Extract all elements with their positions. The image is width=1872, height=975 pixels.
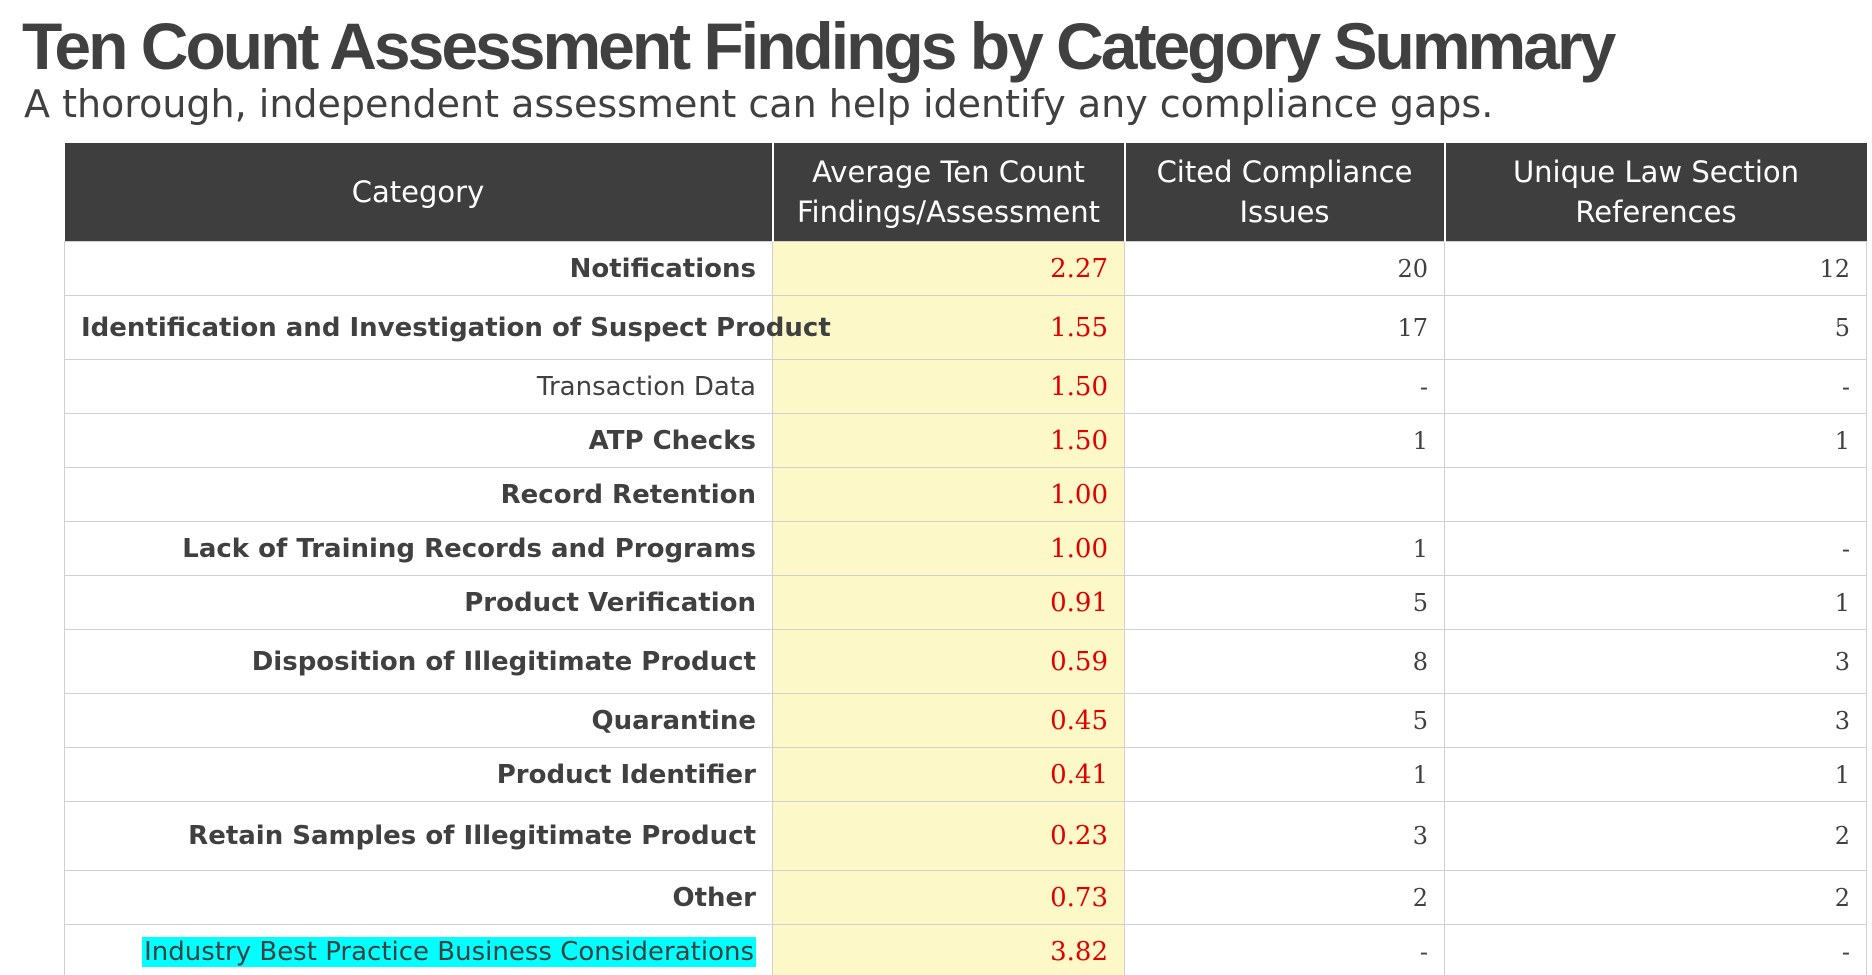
category-cell: Retain Samples of Illegitimate Product [64, 801, 773, 871]
header-category: Category [64, 143, 774, 242]
cited-cell: - [1124, 359, 1445, 414]
average-cell: 1.00 [772, 467, 1125, 522]
unique-cell: 12 [1444, 241, 1867, 296]
average-cell: 1.50 [772, 413, 1125, 468]
table-row: Record Retention 1.00 [64, 467, 1867, 522]
unique-cell [1444, 467, 1867, 522]
category-cell: Disposition of Illegitimate Product [64, 629, 773, 694]
category-cell: Record Retention [64, 467, 773, 522]
average-cell: 1.00 [772, 521, 1125, 576]
findings-table-container: Category Average Ten Count Findings/Asse… [64, 143, 1867, 975]
category-cell-highlighted: Industry Best Practice Business Consider… [64, 924, 773, 975]
cited-cell [1124, 467, 1445, 522]
average-cell: 2.27 [772, 241, 1125, 296]
category-cell: Lack of Training Records and Programs [64, 521, 773, 576]
average-cell: 3.82 [772, 924, 1125, 975]
unique-cell: 1 [1444, 575, 1867, 630]
table-row: ATP Checks 1.50 1 1 [64, 413, 1867, 468]
cited-cell: - [1124, 924, 1445, 975]
header-average-findings: Average Ten Count Findings/Assessment [772, 143, 1126, 242]
average-cell: 1.55 [772, 295, 1125, 360]
cited-cell: 1 [1124, 413, 1445, 468]
header-cited-compliance-issues: Cited Compliance Issues [1124, 143, 1446, 242]
table-row: Industry Best Practice Business Consider… [64, 924, 1867, 975]
unique-cell: 1 [1444, 413, 1867, 468]
average-cell: 0.91 [772, 575, 1125, 630]
category-cell: Product Identifier [64, 747, 773, 802]
table-row: Product Identifier 0.41 1 1 [64, 747, 1867, 802]
table-row: Disposition of Illegitimate Product 0.59… [64, 629, 1867, 694]
page-title: Ten Count Assessment Findings by Categor… [22, 9, 1616, 83]
table-header-row: Category Average Ten Count Findings/Asse… [64, 143, 1867, 242]
unique-cell: - [1444, 521, 1867, 576]
table-row: Notifications 2.27 20 12 [64, 241, 1867, 296]
unique-cell: 2 [1444, 801, 1867, 871]
table-row: Transaction Data 1.50 - - [64, 359, 1867, 414]
category-cell: Product Verification [64, 575, 773, 630]
category-cell: Other [64, 870, 773, 925]
average-cell: 0.45 [772, 693, 1125, 748]
page-subtitle: A thorough, independent assessment can h… [24, 82, 1494, 126]
table-row: Quarantine 0.45 5 3 [64, 693, 1867, 748]
table-row: Identification and Investigation of Susp… [64, 295, 1867, 360]
cited-cell: 3 [1124, 801, 1445, 871]
category-cell: Notifications [64, 241, 773, 296]
table-row: Lack of Training Records and Programs 1.… [64, 521, 1867, 576]
highlighted-category-text: Industry Best Practice Business Consider… [142, 936, 756, 967]
table-row: Retain Samples of Illegitimate Product 0… [64, 801, 1867, 871]
category-cell: Transaction Data [64, 359, 773, 414]
unique-cell: 5 [1444, 295, 1867, 360]
unique-cell: - [1444, 924, 1867, 975]
category-cell: Identification and Investigation of Susp… [64, 295, 831, 360]
unique-cell: 1 [1444, 747, 1867, 802]
cited-cell: 2 [1124, 870, 1445, 925]
category-cell: ATP Checks [64, 413, 773, 468]
cited-cell: 20 [1124, 241, 1445, 296]
cited-cell: 1 [1124, 747, 1445, 802]
average-cell: 0.73 [772, 870, 1125, 925]
unique-cell: 3 [1444, 693, 1867, 748]
cited-cell: 1 [1124, 521, 1445, 576]
cited-cell: 5 [1124, 693, 1445, 748]
cited-cell: 5 [1124, 575, 1445, 630]
header-unique-law-section-references: Unique Law Section References [1444, 143, 1867, 242]
table-row: Product Verification 0.91 5 1 [64, 575, 1867, 630]
average-cell: 0.41 [772, 747, 1125, 802]
unique-cell: 2 [1444, 870, 1867, 925]
category-cell: Quarantine [64, 693, 773, 748]
average-cell: 0.59 [772, 629, 1125, 694]
average-cell: 1.50 [772, 359, 1125, 414]
unique-cell: - [1444, 359, 1867, 414]
unique-cell: 3 [1444, 629, 1867, 694]
average-cell: 0.23 [772, 801, 1125, 871]
findings-table: Category Average Ten Count Findings/Asse… [64, 143, 1867, 975]
cited-cell: 8 [1124, 629, 1445, 694]
table-row: Other 0.73 2 2 [64, 870, 1867, 925]
cited-cell: 17 [1124, 295, 1445, 360]
